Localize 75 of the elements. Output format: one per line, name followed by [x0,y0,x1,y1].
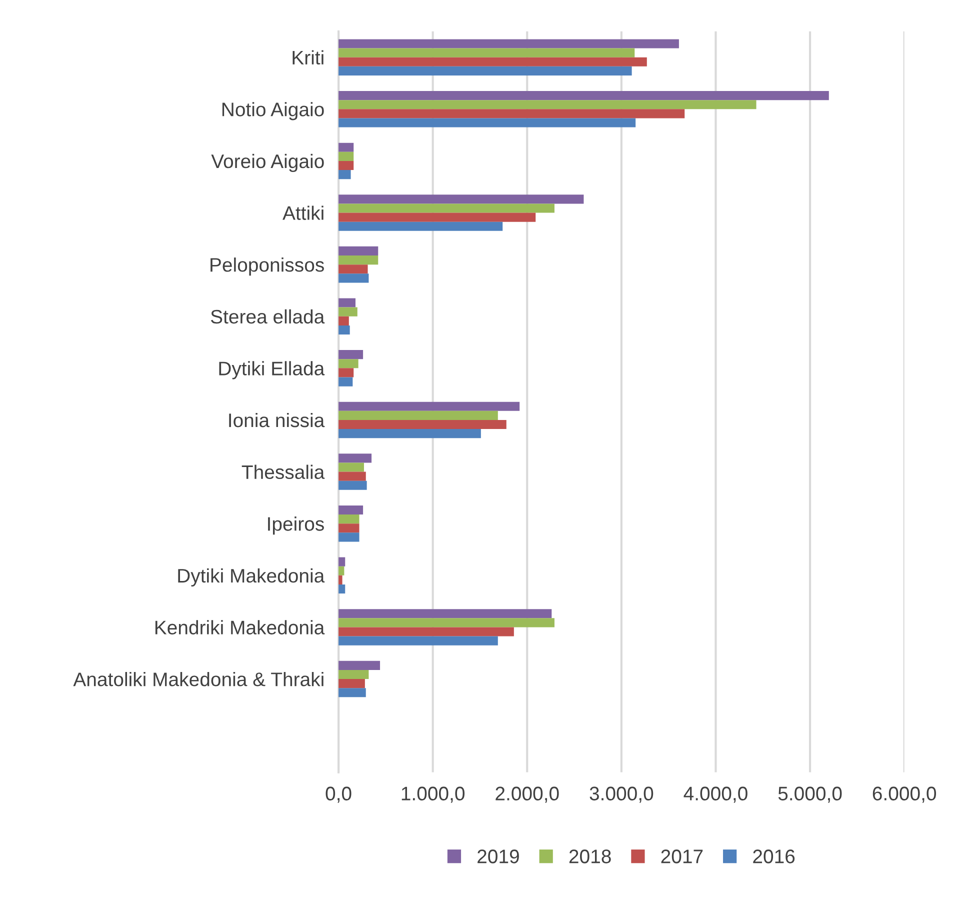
bar [338,575,342,584]
y-tick-label: Ionia nissia [229,412,325,428]
bar [338,429,481,438]
bar [338,256,378,265]
bar [338,402,520,411]
y-tick-label: Notio Aigaio [222,102,324,120]
bar [338,264,368,274]
bar [338,688,366,698]
x-tick-label: 2.000,0 [496,786,559,803]
bar [338,307,358,316]
legend-label: 2017 [661,850,703,864]
bar [338,636,498,646]
y-tick-label: Dytiki Ellada [219,361,325,380]
bar [338,298,356,308]
bar [338,316,349,326]
bar [338,368,354,378]
bar [338,91,829,100]
bar [338,142,354,152]
bar [338,359,358,368]
legend-label: 2016 [753,850,795,864]
bar [338,325,350,335]
bar [338,584,346,594]
bar [338,670,369,680]
bar [338,194,584,204]
bar [338,118,636,128]
y-tick-label: Dytiki Makedonia [178,568,325,586]
y-tick-label: Sterea ellada [210,309,325,324]
bar [338,204,554,213]
x-tick-label: 6.000,0 [872,786,936,803]
bar [338,170,351,180]
bar [338,480,367,490]
bar [338,377,353,386]
bar [338,100,756,110]
bar [338,109,685,118]
bar [338,557,346,566]
legend-label: 2018 [569,850,611,864]
bar [338,679,365,688]
bar [338,57,647,66]
y-tick-label: Kendriki Makedonia [155,620,325,634]
y-tick-label: Thessalia [242,464,325,480]
bar [338,420,506,430]
y-tick-label: Ipeiros [268,516,324,535]
bar [338,532,360,542]
bar [338,152,354,161]
y-tick-label: Attiki [282,206,324,220]
bar [338,454,372,463]
bar [338,410,498,420]
y-tick-label: Voreio Aigaio [211,154,324,172]
x-tick-label: 3.000,0 [590,786,654,803]
bar [338,222,503,231]
x-tick-label: 0,0 [326,786,352,803]
x-tick-label: 5.000,0 [778,786,842,803]
bar [338,627,514,636]
bar [338,609,552,618]
bar [338,660,380,670]
bar [338,160,354,170]
bar [338,505,364,515]
bar [338,66,632,76]
y-tick-label: Anatoliki Makedonia & Thraki [73,672,324,686]
legend-label: 2019 [478,850,519,864]
bar [338,514,360,524]
bar [338,246,378,256]
bar [338,350,364,360]
x-tick-label: 1.000,0 [402,786,465,803]
bar [338,212,536,222]
bar [338,48,635,58]
bar [338,462,364,472]
bar [338,524,360,533]
bar [338,39,679,48]
bar [338,472,366,481]
x-tick-label: 4.000,0 [684,786,748,803]
y-tick-label: Kriti [292,50,324,65]
bar [338,618,554,628]
bar [338,274,369,283]
y-tick-label: Peloponissos [210,258,324,276]
